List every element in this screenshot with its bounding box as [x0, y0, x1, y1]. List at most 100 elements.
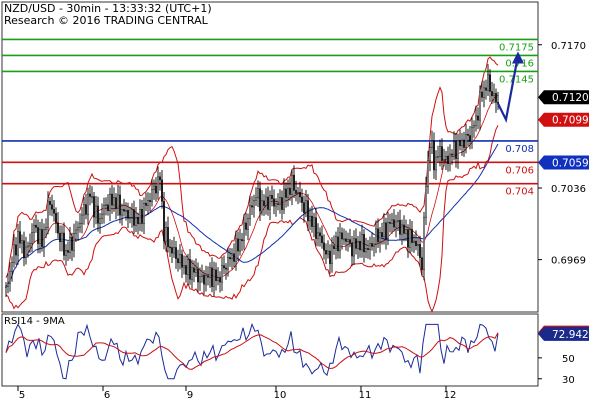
candle-body [403, 224, 405, 234]
candle-body [155, 185, 157, 194]
candle-body [469, 135, 471, 142]
price-axis: 0.7170 0.7036 0.6969 [538, 41, 586, 267]
candle-body [181, 254, 183, 268]
candle-body [19, 231, 21, 244]
candle-body [353, 238, 355, 257]
candle-body [79, 223, 81, 228]
candle-body [395, 221, 397, 228]
candle-body [239, 239, 241, 252]
candle-body [73, 233, 75, 251]
candle-body [41, 229, 43, 247]
candle-body [303, 202, 305, 213]
candle-body [207, 275, 209, 278]
candle-body [465, 134, 467, 148]
candle-body [379, 232, 381, 243]
candle-body [133, 209, 135, 226]
rsi-tick-label: 30 [562, 375, 575, 386]
candle-body [307, 200, 309, 222]
candle-body [321, 235, 323, 244]
candle-body [147, 200, 149, 206]
candle-body [461, 139, 463, 147]
candle-body [179, 254, 181, 264]
time-axis: 5 6 9 10 11 12 [17, 386, 456, 400]
candle-body [233, 253, 235, 262]
candle-body [39, 229, 41, 244]
candle-body [361, 234, 363, 251]
candle-body [161, 179, 163, 202]
candle-body [275, 203, 277, 207]
candle-body [31, 232, 33, 244]
candle-body [265, 196, 267, 206]
candle-body [251, 205, 253, 208]
candle-body [305, 200, 307, 213]
candle-body [21, 240, 23, 244]
candle-body [431, 140, 433, 148]
key-levels: 0.7175 0.716 0.7145 0.708 0.706 0.704 [2, 38, 538, 198]
candle-body [143, 202, 145, 224]
candle-body [365, 248, 367, 253]
candle-body [327, 250, 329, 255]
rsi-ma-line [5, 332, 499, 370]
candle-body [35, 224, 37, 228]
candle-body [43, 229, 45, 247]
current-price-badge-bg [538, 90, 589, 105]
candle-body [67, 250, 69, 253]
candle-body [331, 245, 333, 264]
candle-body [93, 196, 95, 218]
candle-body [341, 232, 343, 240]
candle-body [449, 153, 451, 165]
candle-body [215, 269, 217, 281]
x-tick-label: 11 [359, 390, 372, 400]
level-label: 0.708 [505, 144, 534, 155]
candle-body [253, 199, 255, 208]
candle-body [225, 267, 227, 270]
candle-body [123, 209, 125, 212]
candle-body [287, 187, 289, 198]
candle-body [263, 200, 265, 206]
candle-body [413, 240, 415, 243]
y-tick-label: 0.6969 [551, 256, 586, 267]
ma-badge-bg [538, 155, 589, 170]
candle-body [27, 245, 29, 248]
candle-body [187, 259, 189, 275]
candle-body [111, 193, 113, 206]
candle-body [285, 188, 287, 198]
candle-body [345, 238, 347, 242]
candle-body [197, 268, 199, 283]
candle-body [437, 156, 439, 158]
candle-body [259, 188, 261, 212]
candle-body [279, 197, 281, 205]
candle-body [391, 219, 393, 224]
candle-body [415, 240, 417, 247]
projection-head [512, 51, 524, 64]
candle-body [219, 277, 221, 283]
candle-body [33, 224, 35, 233]
candle-body [429, 147, 431, 161]
candle-body [131, 209, 133, 218]
rsi-line [5, 322, 499, 380]
candle-body [153, 185, 155, 190]
candle-body [127, 209, 129, 219]
y-tick-label: 0.7170 [551, 41, 586, 52]
candle-body [493, 93, 495, 97]
candle-body [119, 194, 121, 216]
candle-body [221, 265, 223, 283]
candle-body [175, 247, 177, 259]
candle-body [15, 244, 17, 256]
x-tick-label: 9 [187, 390, 193, 400]
candle-body [7, 283, 9, 287]
candle-body [9, 271, 11, 284]
candle-body [157, 176, 159, 194]
candle-body [477, 115, 479, 121]
candle-body [129, 217, 131, 219]
candle-body [247, 218, 249, 230]
candle-body [135, 216, 137, 226]
candle-body [387, 222, 389, 240]
candle-body [421, 257, 423, 270]
ma-badge: 0.70599 [552, 157, 590, 169]
candle-body [375, 228, 377, 245]
rsi-value-badge: 72.9424 [552, 329, 590, 341]
bollinger-badge: 0.70999 [552, 115, 590, 127]
candle-body [487, 74, 489, 91]
level-label: 0.716 [505, 58, 534, 69]
